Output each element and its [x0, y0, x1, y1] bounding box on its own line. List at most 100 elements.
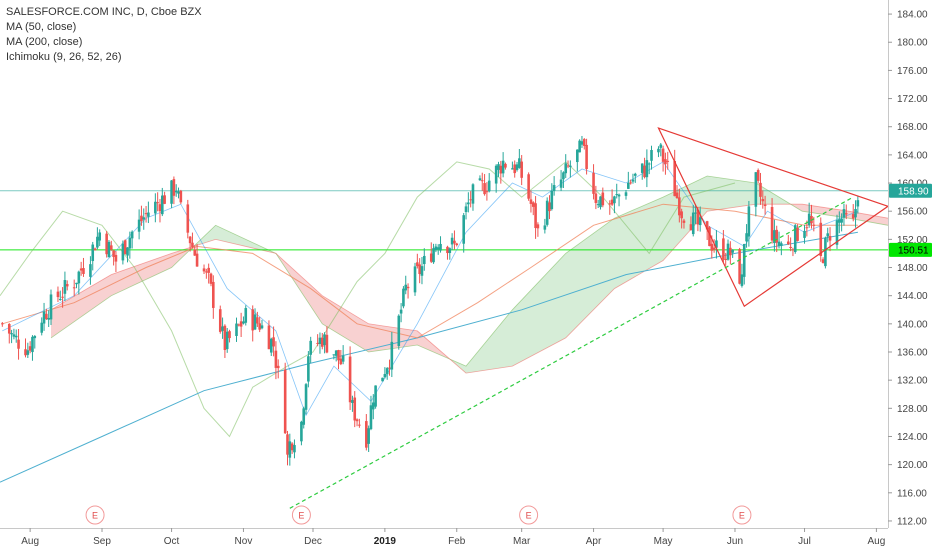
candle-body [318, 337, 322, 344]
candle-body [650, 150, 653, 161]
candle-body [28, 346, 32, 351]
candle-body [341, 355, 345, 362]
candle-body [89, 264, 92, 277]
candle-body [856, 200, 860, 207]
candle-body [390, 341, 394, 370]
candle-body [123, 240, 127, 254]
candle-body [334, 350, 338, 356]
candle-body [107, 241, 111, 258]
candle-body [186, 204, 190, 233]
candle-body [406, 286, 410, 289]
senkou-span-a [50, 175, 889, 367]
candle-body [304, 384, 308, 410]
candle-body [478, 178, 482, 181]
support-trendline[interactable] [289, 196, 854, 509]
candle-body [323, 334, 326, 346]
candle-body [592, 172, 595, 194]
candle-body [172, 179, 176, 196]
candle-body [160, 195, 164, 215]
candle-body [309, 340, 312, 355]
candle-body [791, 249, 795, 251]
candle-body [65, 284, 69, 287]
candle-body [14, 335, 18, 338]
candle-body [805, 227, 809, 229]
candle-body [715, 240, 718, 248]
candle-body [599, 196, 602, 208]
candle-body [664, 159, 667, 165]
earnings-marker[interactable] [291, 505, 311, 525]
price-tag [889, 242, 932, 257]
candle-body [608, 203, 612, 205]
candle-body [740, 274, 744, 286]
candle-body [775, 229, 779, 243]
candle-body [156, 202, 159, 204]
candle-body [49, 294, 53, 320]
candle-body [422, 255, 426, 265]
earnings-marker[interactable] [85, 505, 105, 525]
candle-body [293, 445, 296, 453]
candle-body [640, 163, 644, 173]
x-tick-label: May [654, 536, 673, 547]
earnings-marker[interactable] [732, 505, 752, 525]
candle-body [195, 253, 199, 267]
candle-body [228, 331, 231, 339]
y-tick-label: 152.00 [897, 235, 928, 246]
candle-body [708, 227, 711, 247]
earnings-marker-label: E [92, 511, 98, 521]
candlesticks [1, 135, 860, 466]
candle-body [251, 309, 255, 331]
legend-ma50: MA (50, close) [6, 21, 77, 33]
candle-body [580, 141, 584, 145]
candle-body [121, 243, 125, 261]
candle-body [413, 266, 417, 293]
candle-body [258, 323, 261, 330]
candle-body [179, 190, 183, 203]
drawings[interactable] [289, 127, 890, 509]
candle-body [348, 356, 352, 403]
candle-body [276, 365, 280, 369]
candle-body [109, 245, 113, 250]
candle-body [77, 271, 81, 284]
symmetrical-triangle[interactable] [657, 127, 890, 308]
candle-body [773, 230, 776, 244]
candle-body [385, 368, 389, 375]
ma50-line [2, 203, 858, 339]
candle-body [469, 199, 472, 201]
candle-body [754, 172, 758, 207]
earnings-marker[interactable] [519, 505, 539, 525]
candle-body [548, 202, 551, 212]
candle-body [269, 338, 273, 353]
candle-body [105, 233, 108, 255]
candle-body [239, 321, 243, 327]
candle-body [45, 313, 48, 319]
candle-body [564, 163, 568, 174]
x-tick-label: Jul [798, 536, 811, 547]
candle-body [675, 192, 679, 199]
candle-body [673, 160, 676, 197]
candle-body [12, 334, 16, 337]
candle-body [221, 326, 224, 331]
conversion-line [2, 161, 859, 417]
candle-body [761, 199, 765, 202]
candle-body [763, 204, 767, 207]
y-tick-label: 156.00 [897, 207, 928, 218]
x-tick-label: Apr [586, 536, 602, 547]
x-tick-label: Aug [21, 536, 39, 547]
candle-body [854, 209, 857, 218]
y-tick-label: 112.00 [897, 516, 927, 527]
y-tick-label: 140.00 [897, 319, 928, 330]
candle-body [627, 182, 630, 189]
candle-body [288, 441, 292, 458]
candle-body [420, 266, 424, 276]
candle-body [72, 287, 76, 289]
candle-body [302, 408, 306, 425]
y-tick-label: 184.00 [897, 10, 928, 21]
candle-body [256, 317, 259, 324]
candle-body [594, 193, 598, 203]
candle-body [842, 209, 846, 218]
price-tag [889, 183, 932, 198]
candle-body [698, 217, 702, 226]
candle-body [244, 308, 248, 323]
